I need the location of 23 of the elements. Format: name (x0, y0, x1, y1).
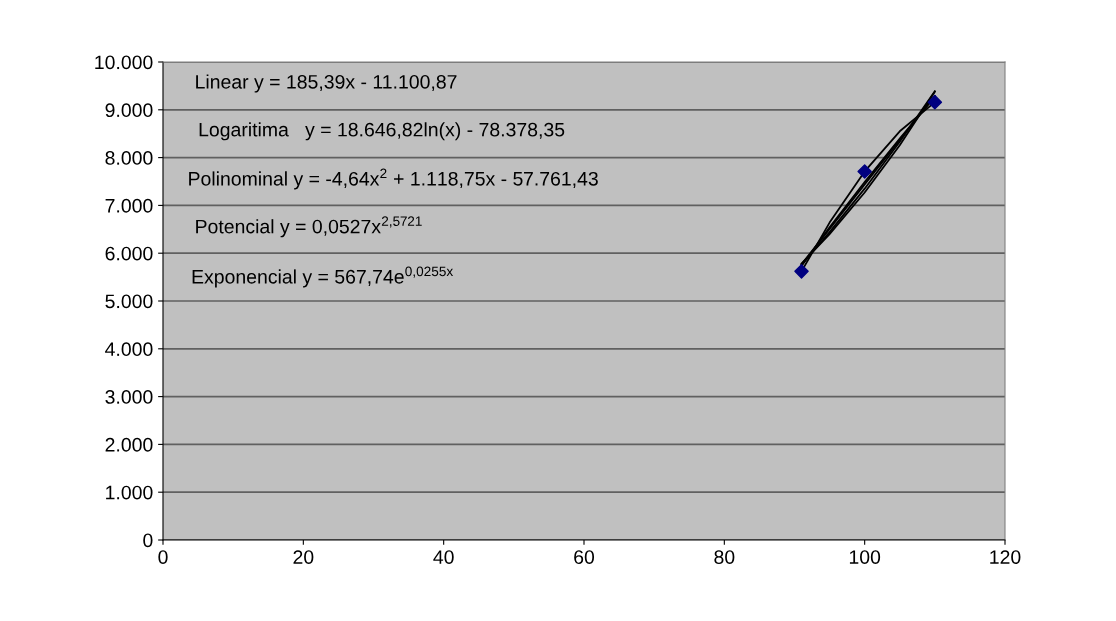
x-tick-label: 80 (714, 550, 735, 564)
annotation: Linear y = 185,39x - 11.100,87 (196, 74, 457, 93)
annotation: Potencial y = 0,0527x$^{2,5721}$ (196, 216, 422, 238)
y-tick-label: 2.000 (105, 437, 153, 452)
annotation: Logaritima y = 18.646,82ln(x) - 78.378,35 (199, 122, 565, 141)
y-tick-label: 1.000 (106, 485, 153, 500)
x-tick-label: 120 (990, 550, 1021, 564)
y-tick-label: 7.000 (105, 198, 153, 213)
y-tick-label: 8.000 (105, 151, 153, 165)
y-tick-label: 10.000 (95, 55, 153, 70)
y-tick-label: 9.000 (105, 103, 153, 118)
y-tick-label: 0 (143, 533, 153, 548)
annotation: Polinominal y = -4,64x$^{2}$ + 1.118,75x - 57.761,43 (189, 168, 598, 190)
y-tick-label: 4.000 (105, 342, 153, 357)
x-tick-label: 20 (293, 550, 314, 564)
annotation: Exponencial y = 567,74e$^{0,0255x}$ (192, 266, 454, 288)
y-tick-label: 6.000 (105, 246, 153, 261)
x-tick-label: 60 (574, 550, 595, 564)
x-tick-label: 100 (849, 550, 881, 564)
y-tick-label: 5.000 (105, 294, 153, 309)
x-tick-label: 40 (433, 550, 454, 564)
x-tick-label: 0 (158, 550, 168, 564)
y-tick-label: 3.000 (105, 390, 153, 404)
